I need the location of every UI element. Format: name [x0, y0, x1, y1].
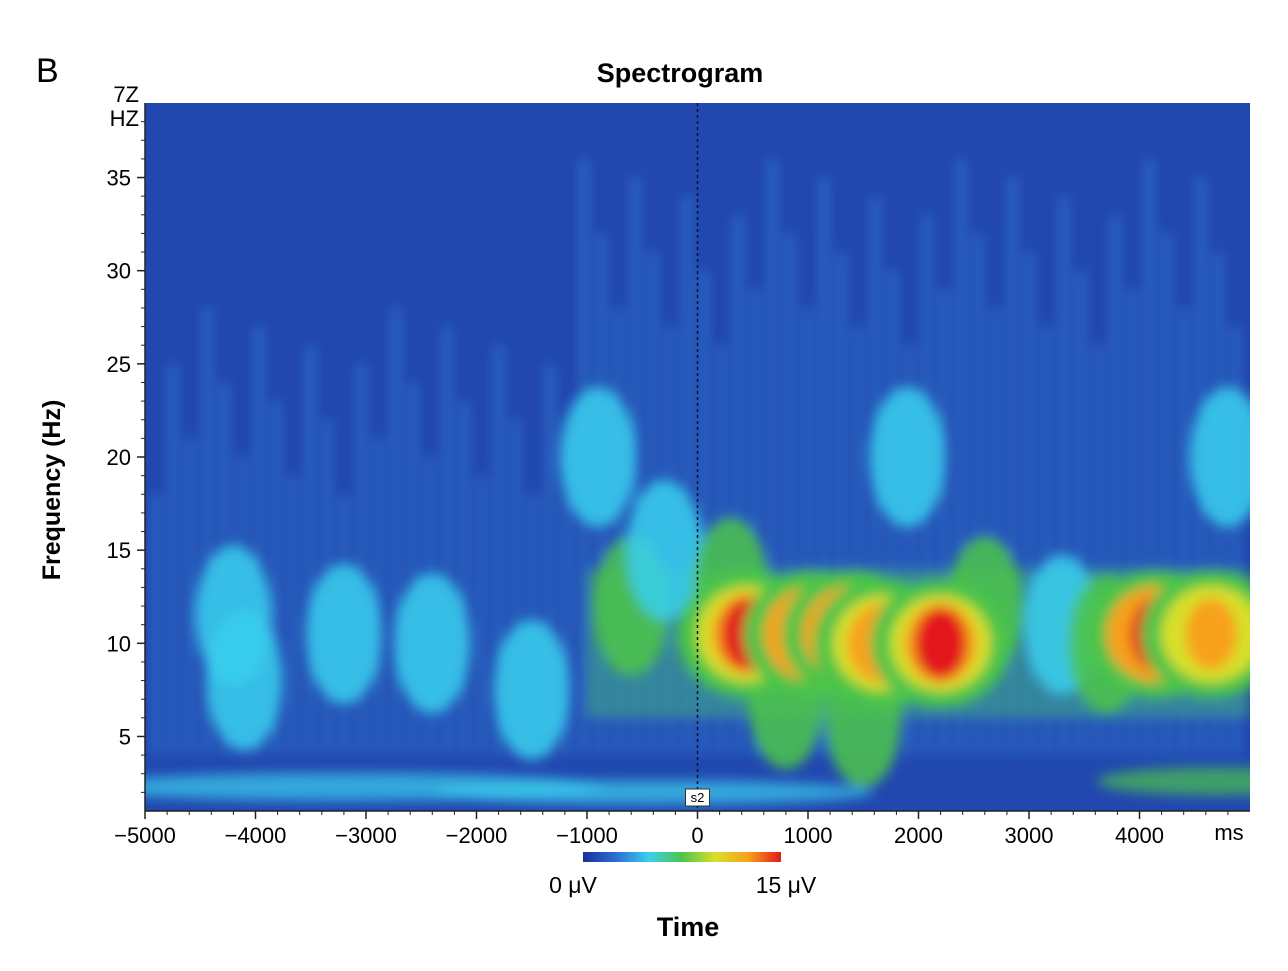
frequency-streak: [170, 363, 177, 756]
x-tick-label: 0: [691, 823, 703, 848]
frequency-streak: [735, 214, 742, 756]
frequency-streak: [1095, 345, 1102, 756]
frequency-streak: [444, 326, 451, 756]
chart-title: Spectrogram: [597, 58, 764, 88]
frequency-streak: [992, 307, 999, 756]
frequency-streak: [290, 475, 297, 756]
frequency-streak: [187, 438, 194, 756]
x-axis-label: Time: [657, 912, 720, 942]
y-tick-label: 10: [107, 631, 131, 656]
frequency-streak: [1112, 214, 1119, 756]
heatmap-layer: [145, 158, 1250, 805]
y-tick-label: 25: [107, 352, 131, 377]
y-top-label-line1: 7Z: [113, 82, 139, 107]
colorbar-max-label: 15 μV: [756, 872, 817, 898]
frequency-streak: [546, 363, 553, 756]
y-tick-label: 5: [119, 724, 131, 749]
frequency-streak: [1026, 252, 1033, 756]
frequency-streak: [1077, 270, 1084, 756]
x-tick-label: −3000: [335, 823, 397, 848]
frequency-streak: [307, 345, 314, 756]
frequency-streak: [564, 438, 571, 756]
power-burst: [1189, 387, 1250, 527]
y-tick-label: 30: [107, 259, 131, 284]
frequency-streak: [1129, 289, 1136, 756]
frequency-streak: [940, 289, 947, 756]
frequency-streak: [1060, 196, 1067, 756]
frequency-streak: [478, 475, 485, 756]
frequency-streak: [1043, 326, 1050, 756]
colorbar: [583, 852, 781, 862]
frequency-streak: [495, 345, 502, 756]
frequency-streak: [752, 289, 759, 756]
x-tick-label: 1000: [784, 823, 833, 848]
colorbar-min-label: 0 μV: [549, 872, 597, 898]
frequency-streak: [958, 158, 965, 756]
frequency-streak: [1163, 233, 1170, 756]
x-tick-label: −1000: [556, 823, 618, 848]
y-axis-label: Frequency (Hz): [38, 400, 66, 581]
frequency-streak: [461, 401, 468, 756]
frequency-streak: [975, 233, 982, 756]
event-marker-label: s2: [691, 790, 705, 805]
power-burst: [305, 564, 382, 704]
y-tick-label: 20: [107, 445, 131, 470]
frequency-streak: [1009, 177, 1016, 756]
frequency-streak: [838, 252, 845, 756]
x-tick-label: −4000: [225, 823, 287, 848]
power-burst: [869, 387, 946, 527]
power-burst: [493, 619, 570, 760]
frequency-streak: [1180, 307, 1187, 756]
low-frequency-band: [433, 780, 874, 805]
frequency-streak: [906, 345, 913, 756]
frequency-streak: [358, 363, 365, 756]
heatmap-blur-group: [145, 158, 1250, 805]
frequency-streak: [786, 233, 793, 756]
x-unit-label: ms: [1214, 820, 1243, 845]
frequency-streak: [512, 419, 519, 756]
y-tick-label: 35: [107, 166, 131, 191]
frequency-streak: [684, 196, 691, 756]
x-tick-label: 3000: [1005, 823, 1054, 848]
y-tick-label: 15: [107, 538, 131, 563]
panel-letter: B: [36, 52, 59, 90]
y-top-label-line2: HZ: [110, 106, 139, 131]
alpha-hotspot: [914, 607, 967, 680]
power-burst: [560, 387, 637, 527]
frequency-streak: [392, 307, 399, 756]
power-burst: [626, 480, 703, 621]
event-marker-box: [685, 788, 710, 807]
power-burst: [394, 573, 471, 714]
alpha-hotspot: [1185, 598, 1238, 670]
frequency-streak: [821, 177, 828, 756]
frequency-streak: [1232, 326, 1239, 756]
frequency-streak: [153, 494, 160, 756]
frequency-streak: [855, 326, 862, 756]
frequency-streak: [272, 401, 279, 756]
x-tick-label: −5000: [114, 823, 176, 848]
frequency-streak: [769, 158, 776, 756]
x-tick-label: −2000: [446, 823, 508, 848]
x-tick-label: 2000: [894, 823, 943, 848]
low-frequency-band: [1096, 767, 1250, 796]
x-tick-label: 4000: [1115, 823, 1164, 848]
y-axis-ticks: 5 10 15 20 25 30 35: [107, 121, 145, 793]
frequency-streak: [803, 307, 810, 756]
frequency-streak: [204, 307, 211, 756]
x-axis-ticks: −5000 −4000 −3000 −2000 −1000 0 1000 2000 3000 40…: [114, 811, 1229, 848]
power-burst: [206, 610, 283, 751]
frequency-streak: [255, 326, 262, 756]
frequency-streak: [1146, 158, 1153, 756]
frequency-streak: [409, 382, 416, 756]
frequency-streak: [615, 307, 622, 756]
frequency-streak: [375, 438, 382, 756]
frequency-streak: [701, 270, 708, 756]
